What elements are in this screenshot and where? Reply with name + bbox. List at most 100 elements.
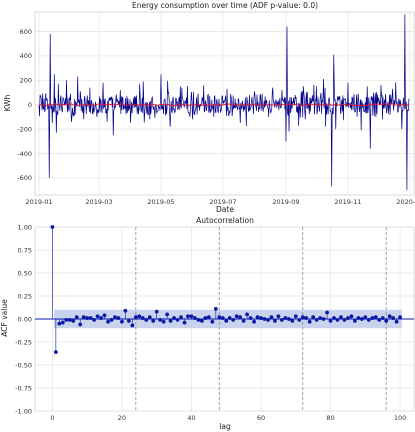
acf-x-tick-label: 40 (187, 414, 195, 422)
acf-point (74, 315, 79, 320)
timeseries-x-tick-label: 2019-11 (334, 198, 361, 206)
timeseries-y-label: KWh (3, 94, 12, 111)
acf-point (332, 316, 336, 320)
acf-point (123, 308, 128, 313)
timeseries-title: Energy consumption over time (ADF p-valu… (132, 1, 318, 10)
acf-point (168, 318, 173, 323)
acf-x-tick-label: 20 (118, 414, 126, 422)
acf-point (151, 318, 156, 323)
acf-point (318, 316, 323, 320)
acf-point (273, 318, 277, 323)
timeseries-y-tick-label: -200 (17, 125, 32, 133)
acf-point (106, 319, 110, 324)
timeseries-lines (38, 14, 410, 191)
acf-point (290, 318, 295, 323)
acf-point (57, 321, 62, 326)
acf-point (349, 314, 354, 319)
acf-point (370, 316, 375, 320)
acf-point (241, 318, 246, 323)
acf-point (158, 318, 163, 322)
acf-point (172, 316, 176, 320)
acf-point (398, 315, 402, 320)
timeseries-x-tick-label: 2019-09 (272, 198, 299, 206)
acf-point (373, 315, 378, 320)
acf-point (165, 312, 170, 317)
acf-point (227, 316, 232, 320)
acf-point (380, 316, 385, 320)
acf-point (266, 318, 270, 322)
acf-point (137, 314, 142, 319)
acf-point (387, 314, 392, 319)
acf-point (293, 314, 298, 319)
acf-point (279, 318, 284, 322)
acf-point (245, 312, 250, 317)
acf-point (262, 317, 267, 321)
acf-point (203, 316, 208, 320)
acf-marks (35, 225, 414, 355)
timeseries-y-tick-label: 400 (20, 52, 32, 60)
acf-point (206, 315, 211, 320)
timeseries-chart: Energy consumption over time (ADF p-valu… (3, 1, 415, 214)
acf-point (154, 309, 159, 314)
acf-point (175, 318, 180, 322)
acf-point (328, 318, 333, 323)
acf-x-label: lag (219, 422, 231, 431)
acf-y-tick-label: -0.25 (15, 338, 32, 346)
timeseries-y-tick-label: 200 (20, 77, 32, 85)
acf-point (335, 318, 340, 322)
acf-point (113, 315, 117, 320)
acf-x-tick-label: 0 (50, 414, 54, 422)
acf-point (199, 318, 204, 323)
acf-x-tick-label: 80 (326, 414, 334, 422)
acf-point (210, 319, 215, 324)
acf-point (255, 315, 260, 320)
acf-point (140, 316, 145, 320)
acf-point (53, 350, 58, 355)
timeseries-y-tick-label: 0 (28, 101, 32, 109)
acf-point (297, 318, 302, 322)
acf-point (116, 316, 121, 320)
acf-point (269, 315, 274, 320)
acf-point (217, 315, 222, 320)
acf-point (314, 318, 319, 322)
acf-point (394, 319, 399, 324)
acf-y-tick-label: -1.00 (15, 407, 32, 415)
acf-point (248, 316, 253, 320)
acf-point (231, 318, 236, 322)
timeseries-y-tick-label: -600 (17, 174, 32, 182)
timeseries-rolling-mean-line (38, 103, 410, 107)
acf-point (238, 315, 243, 320)
acf-y-tick-label: -0.75 (15, 384, 32, 392)
acf-point (193, 316, 197, 320)
acf-y-tick-label: 1.00 (18, 223, 32, 231)
acf-point (71, 318, 76, 323)
timeseries-x-tick-label: 2019-07 (209, 198, 236, 206)
acf-x-tick-label: 60 (257, 414, 265, 422)
acf-point (182, 320, 187, 325)
acf-point (130, 323, 135, 328)
acf-point (67, 318, 72, 322)
acf-point (359, 317, 364, 321)
acf-point (120, 319, 124, 324)
acf-point (196, 318, 201, 322)
timeseries-x-tick-label: 2020-01 (396, 198, 415, 206)
acf-x-ticks: 0 20 40 60 80 100 (50, 414, 406, 422)
acf-y-label: ACF value (0, 299, 9, 337)
acf-grid (35, 226, 414, 412)
acf-point (78, 322, 83, 327)
acf-point (321, 317, 326, 321)
acf-point (109, 318, 114, 322)
timeseries-grid (35, 12, 414, 195)
acf-x-tick-label: 100 (394, 414, 406, 422)
acf-point (283, 316, 288, 320)
timeseries-x-tick-label: 2019-01 (25, 198, 52, 206)
acf-point (189, 314, 194, 319)
acf-point (276, 314, 281, 319)
acf-point (60, 320, 65, 325)
acf-point (50, 225, 55, 229)
timeseries-x-tick-label: 2019-05 (147, 198, 174, 206)
acf-point (85, 316, 90, 320)
acf-point (339, 315, 343, 320)
acf-point (144, 318, 149, 322)
